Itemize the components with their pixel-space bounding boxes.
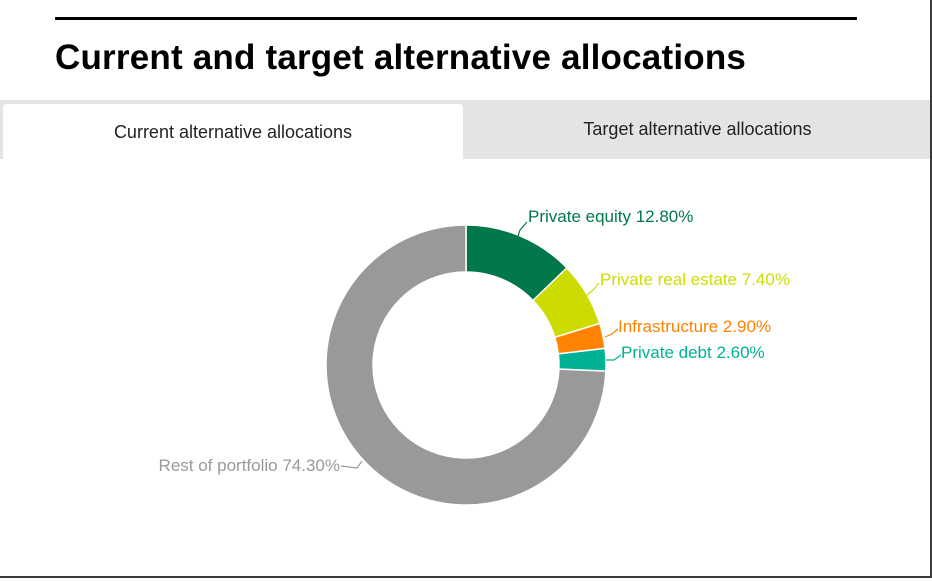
donut-slice-rest-of-portfolio[interactable] — [325, 224, 607, 506]
leader-line — [585, 282, 600, 297]
slice-label: Private real estate 7.40% — [600, 270, 790, 289]
slice-label: Infrastructure 2.90% — [618, 317, 771, 336]
donut-chart: Private equity 12.80% Private real estate… — [159, 207, 790, 506]
top-rule-divider — [55, 17, 857, 20]
leader-line — [340, 460, 363, 469]
slice-label: Rest of portfolio 74.30% — [159, 456, 340, 475]
slice-label: Private debt 2.60% — [621, 343, 765, 362]
slice-label: Private equity 12.80% — [528, 207, 693, 226]
tab-target-allocations[interactable]: Target alternative allocations — [465, 100, 930, 159]
chart-area: Private equity 12.80% Private real estate… — [0, 159, 930, 576]
leader-line — [510, 221, 528, 259]
page-title: Current and target alternative allocatio… — [55, 38, 747, 77]
tab-bar: Current alternative allocations Target a… — [0, 100, 930, 160]
tab-current-allocations[interactable]: Current alternative allocations — [3, 104, 463, 160]
leader-line — [604, 328, 619, 338]
leader-line — [606, 354, 622, 361]
